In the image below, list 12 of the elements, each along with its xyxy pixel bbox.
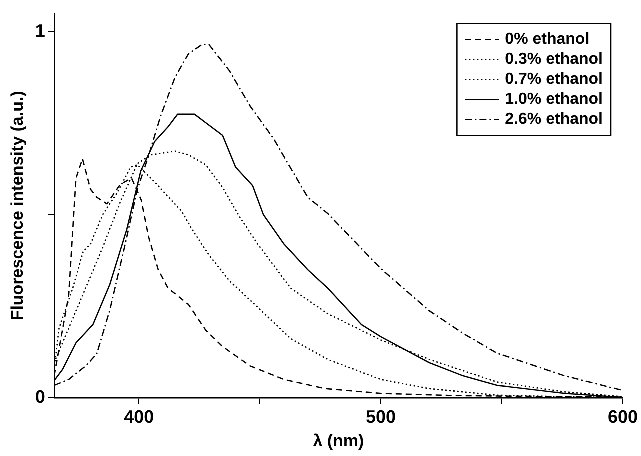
x-tick-label: 600: [608, 406, 638, 427]
y-tick-label: 0: [35, 386, 46, 407]
legend-label: 1.0% ethanol: [505, 91, 603, 108]
legend-label: 0% ethanol: [505, 31, 590, 48]
legend-label: 2.6% ethanol: [505, 111, 603, 128]
x-axis-title: λ (nm): [313, 431, 364, 450]
legend-label: 0.7% ethanol: [505, 71, 603, 88]
x-tick-label: 500: [366, 406, 396, 427]
y-tick-label: 1: [35, 21, 46, 42]
y-axis-title: Fluorescence intensity (a.u.): [8, 91, 27, 321]
x-tick-label: 400: [124, 406, 154, 427]
legend-label: 0.3% ethanol: [505, 51, 603, 68]
